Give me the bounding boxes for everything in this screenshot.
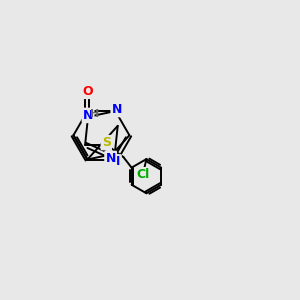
Text: H: H (90, 109, 99, 119)
Text: Cl: Cl (137, 168, 150, 181)
Text: N: N (106, 152, 116, 165)
Text: N: N (110, 155, 121, 168)
Text: N: N (83, 109, 93, 122)
Text: O: O (82, 85, 93, 98)
Text: N: N (112, 103, 122, 116)
Text: S: S (102, 136, 111, 149)
